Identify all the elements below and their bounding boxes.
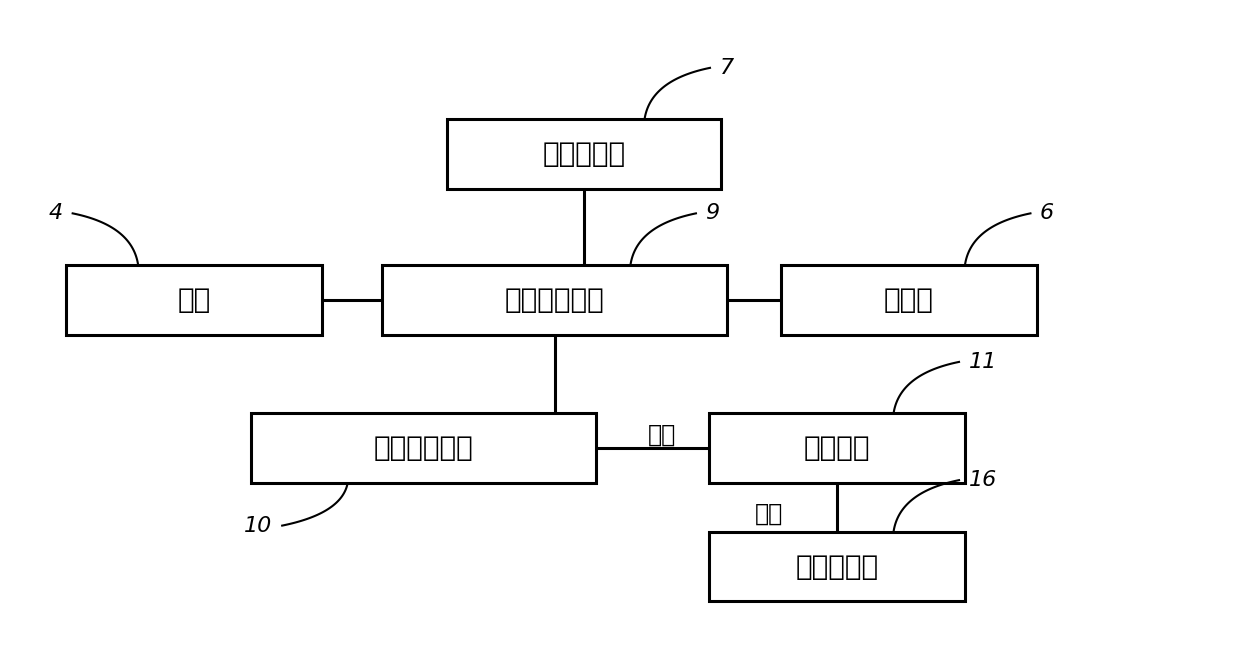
Text: 水泵: 水泵 xyxy=(177,286,211,313)
Bar xyxy=(781,265,1037,335)
Text: 16: 16 xyxy=(968,470,997,490)
Bar xyxy=(382,265,727,335)
Text: 网络: 网络 xyxy=(755,501,782,526)
Bar xyxy=(448,119,722,189)
Text: 11: 11 xyxy=(968,352,997,372)
Text: 9: 9 xyxy=(706,203,719,223)
Text: 无线通信模块: 无线通信模块 xyxy=(373,434,474,462)
Text: 7: 7 xyxy=(719,58,734,78)
Text: 补光灯: 补光灯 xyxy=(884,286,934,313)
Bar xyxy=(250,413,596,483)
Text: 4: 4 xyxy=(50,203,63,223)
Text: 智能终端: 智能终端 xyxy=(804,434,870,462)
Text: 光强传感器: 光强传感器 xyxy=(543,140,626,168)
Text: 云端服务器: 云端服务器 xyxy=(796,553,879,580)
Bar xyxy=(67,265,322,335)
Text: 6: 6 xyxy=(1040,203,1054,223)
Text: 网络: 网络 xyxy=(647,422,676,447)
Bar xyxy=(709,413,965,483)
Text: 10: 10 xyxy=(244,515,273,535)
Bar xyxy=(709,531,965,601)
Text: 微处理控制器: 微处理控制器 xyxy=(505,286,604,313)
